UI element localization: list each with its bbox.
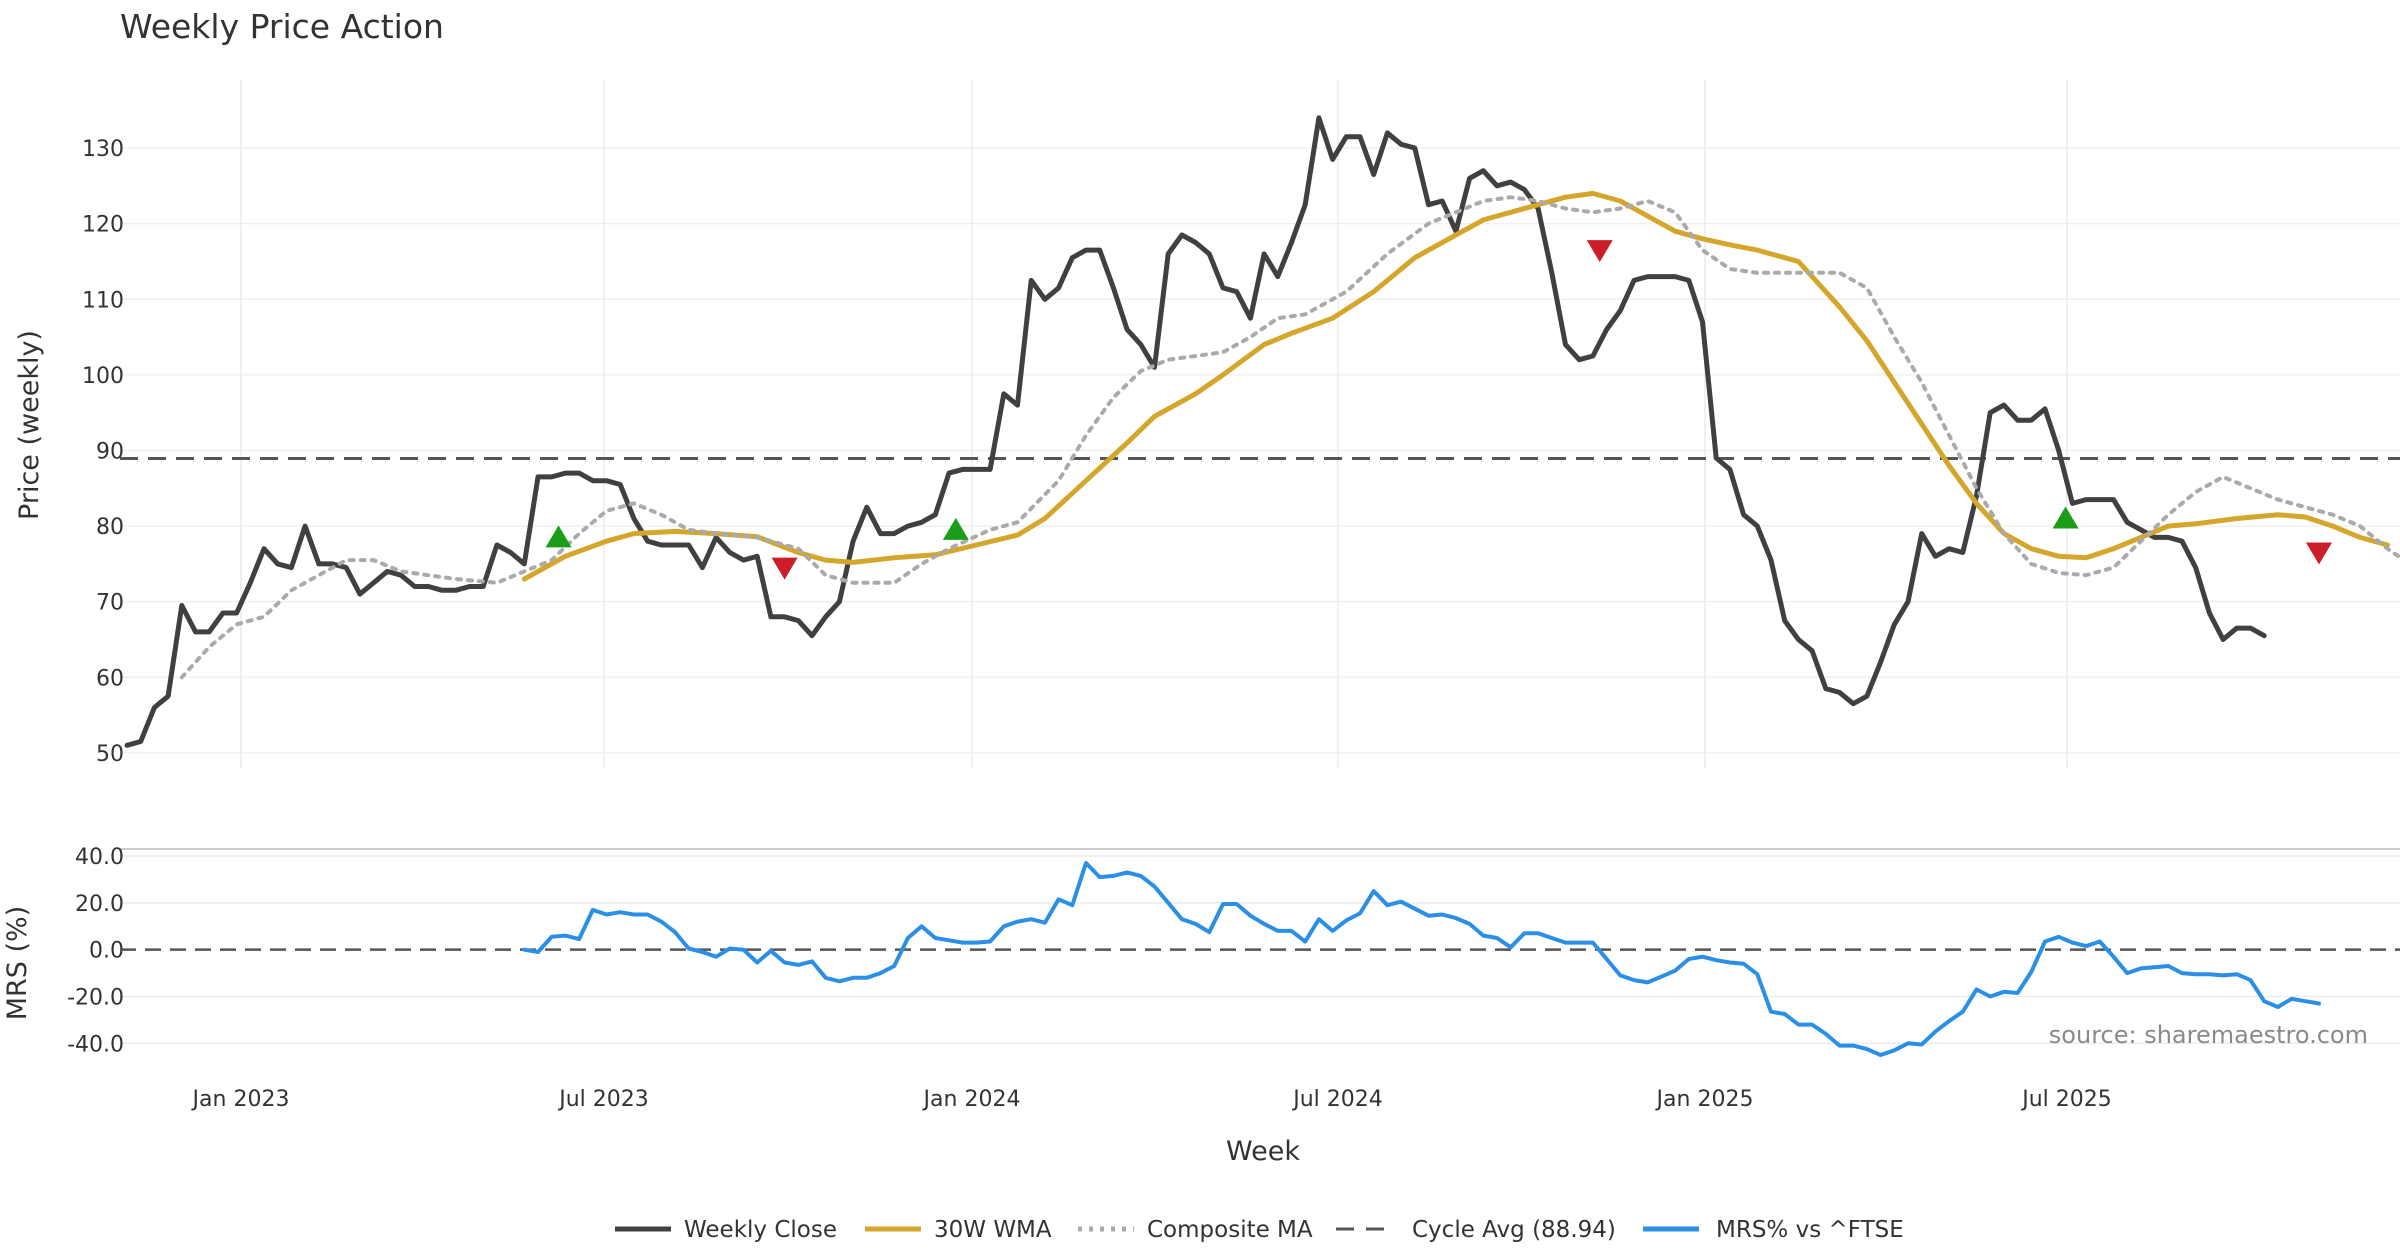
mrs-y-axis-label: MRS (%) [2, 906, 33, 1021]
buy-signal-up-triangle [2052, 506, 2079, 529]
source-label: source: sharemaestro.com [2049, 1021, 2368, 1049]
signal-markers [545, 240, 2332, 580]
x-tick-jul-2023: Jul 2023 [557, 1087, 649, 1112]
x-tick-jan-2024: Jan 2024 [922, 1087, 1021, 1112]
price-y-ticks: 50 60 70 80 90 100 110 120 130 [82, 137, 124, 767]
series-30w-wma [521, 190, 2390, 582]
price-y-tick-70: 70 [96, 591, 124, 616]
series-mrs-vs-ftse [522, 861, 2321, 1057]
legend-label-mrs-vs-ftse: MRS% vs ^FTSE [1716, 1217, 1904, 1243]
chart-title: Weekly Price Action [120, 7, 444, 46]
mrs-y-ticks: 40.0 20.0 0.0 -20.0 -40.0 [67, 845, 124, 1057]
price-y-tick-110: 110 [82, 288, 124, 313]
price-y-tick-50: 50 [96, 742, 124, 767]
sell-signal-down-triangle [771, 557, 798, 580]
price-y-axis-label: Price (weekly) [14, 330, 45, 520]
mrs-y-tick-20-0: -20.0 [67, 985, 124, 1010]
legend: Weekly Close 30W WMA Composite MA Cycle Avg… [615, 1217, 1904, 1243]
price-series [124, 115, 2400, 748]
legend-label-30w-wma: 30W WMA [934, 1217, 1052, 1243]
price-y-tick-130: 130 [82, 137, 124, 162]
price-grid [120, 80, 2400, 768]
sell-signal-down-triangle [1586, 240, 1613, 263]
mrs-series [522, 861, 2321, 1057]
legend-label-cycle-avg-88-94: Cycle Avg (88.94) [1412, 1217, 1616, 1243]
x-tick-jan-2023: Jan 2023 [191, 1087, 290, 1112]
mrs-y-tick-40-0: 40.0 [75, 845, 124, 870]
price-y-tick-80: 80 [96, 515, 124, 540]
mrs-grid [120, 855, 2400, 1045]
price-y-tick-100: 100 [82, 364, 124, 389]
x-tick-jan-2025: Jan 2025 [1655, 1087, 1754, 1112]
mrs-y-tick-40-0: -40.0 [67, 1032, 124, 1057]
series-weekly-close [124, 115, 2267, 748]
legend-label-composite-ma: Composite MA [1147, 1217, 1313, 1243]
legend-label-weekly-close: Weekly Close [684, 1217, 837, 1243]
buy-signal-up-triangle [545, 525, 572, 548]
price-y-tick-90: 90 [96, 439, 124, 464]
x-tick-jul-2024: Jul 2024 [1291, 1087, 1383, 1112]
buy-signal-up-triangle [942, 517, 969, 540]
price-y-tick-60: 60 [96, 666, 124, 691]
sell-signal-down-triangle [2306, 542, 2332, 565]
x-axis-label: Week [1226, 1136, 1300, 1167]
x-tick-jul-2025: Jul 2025 [2020, 1087, 2112, 1112]
mrs-y-tick-0-0: 0.0 [89, 939, 124, 964]
series-composite-ma [179, 195, 2400, 680]
x-axis-ticks: Jan 2023 Jul 2023 Jan 2024 Jul 2024 Jan 2025… [191, 1087, 2112, 1112]
price-y-tick-120: 120 [82, 213, 124, 238]
mrs-y-tick-20-0: 20.0 [75, 892, 124, 917]
